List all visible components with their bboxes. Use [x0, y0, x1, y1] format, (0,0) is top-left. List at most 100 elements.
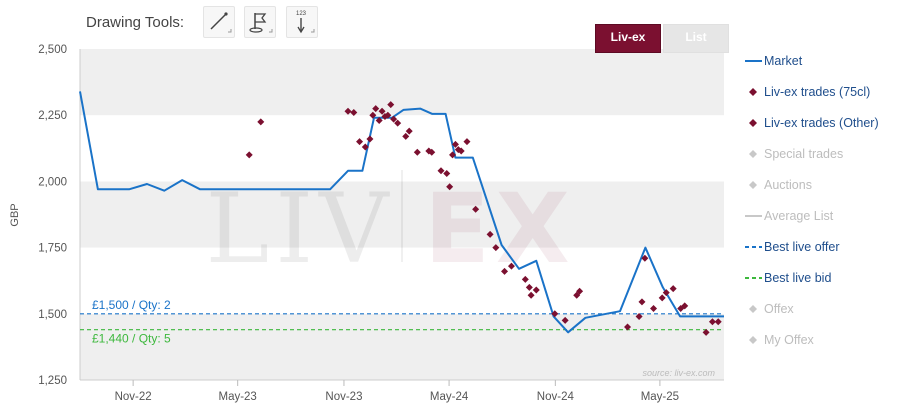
- trade-point: [635, 312, 643, 320]
- market-line: [79, 91, 724, 334]
- legend-item-best-live-offer[interactable]: Best live offer: [744, 238, 894, 258]
- trades-series: [245, 101, 722, 336]
- legend-label: Liv-ex trades (Other): [764, 116, 879, 130]
- legend-label: Liv-ex trades (75cl): [764, 85, 871, 99]
- legend-item-offex[interactable]: Offex: [744, 300, 894, 320]
- legend-item-auctions[interactable]: Auctions: [744, 176, 894, 196]
- trade-point: [366, 135, 374, 143]
- price-marker-glyph: 123: [296, 11, 307, 17]
- legend-swatch: [749, 305, 757, 313]
- legend-diamond-swatch: [749, 181, 757, 189]
- legend-swatch: [745, 277, 762, 279]
- x-tick-label: Nov-24: [537, 391, 575, 403]
- legend-item-liv-ex-trades-75cl[interactable]: Liv-ex trades (75cl): [744, 83, 894, 103]
- legend-label: Offex: [764, 302, 794, 316]
- legend-swatch: [745, 215, 762, 217]
- legend-label: Market: [764, 54, 803, 68]
- trade-point: [658, 294, 666, 302]
- line-draw-icon: [210, 12, 232, 33]
- trade-point: [650, 305, 658, 313]
- legend-swatch: [745, 60, 762, 62]
- trade-point: [492, 244, 500, 252]
- trade-point: [507, 262, 515, 270]
- trade-point: [708, 318, 716, 326]
- legend-diamond-swatch: [749, 336, 757, 344]
- trade-point: [463, 138, 471, 146]
- trade-point: [378, 107, 386, 115]
- tab-list[interactable]: List: [663, 24, 729, 53]
- plot-band: [80, 247, 724, 314]
- x-tick-label: Nov-22: [115, 391, 152, 403]
- trade-point: [501, 267, 509, 275]
- line-draw-button[interactable]: [203, 6, 235, 38]
- x-tick-label: May-25: [641, 391, 679, 403]
- axes: 1,250 1,500 1,750 2,000 2,250 2,500 Nov-22 May-…: [38, 44, 724, 403]
- trade-point: [669, 285, 677, 293]
- trade-point: [561, 316, 569, 324]
- y-tick-label: 2,250: [38, 110, 67, 122]
- trade-point: [402, 132, 410, 140]
- y-axis-label: GBP: [9, 203, 21, 226]
- trade-point: [356, 138, 364, 146]
- price-marker-button[interactable]: 123: [286, 6, 318, 38]
- live-price-lines: £1,500 / Qty: 2 £1,440 / Qty: 5: [80, 298, 724, 346]
- drawing-toolbar: Drawing Tools: 123: [0, 0, 901, 44]
- legend-diamond-swatch: [749, 88, 757, 96]
- legend-swatch: [749, 150, 757, 158]
- x-tick-label: Nov-23: [325, 391, 362, 403]
- trade-point: [525, 283, 533, 291]
- best-bid-label: £1,440 / Qty: 5: [92, 332, 171, 346]
- market-series: [79, 91, 724, 334]
- trade-point: [405, 127, 413, 135]
- trade-point: [245, 151, 253, 159]
- legend-swatch: [745, 246, 762, 248]
- trade-point: [451, 140, 459, 148]
- trade-point: [624, 323, 632, 331]
- trade-point: [681, 302, 689, 310]
- trade-point: [344, 107, 352, 115]
- trade-point: [394, 119, 402, 127]
- plot-band: [80, 115, 724, 182]
- trade-point: [384, 111, 392, 119]
- trade-point: [527, 291, 535, 299]
- y-tick-label: 2,500: [38, 44, 67, 56]
- trade-point: [350, 109, 358, 117]
- trade-point: [532, 286, 540, 294]
- legend-diamond-swatch: [749, 305, 757, 313]
- legend-diamond-swatch: [749, 150, 757, 158]
- legend-label: Average List: [764, 209, 834, 223]
- legend-item-special-trades[interactable]: Special trades: [744, 145, 894, 165]
- legend-swatch: [749, 181, 757, 189]
- trade-point: [662, 289, 670, 297]
- legend-item-my-offex[interactable]: My Offex: [744, 331, 894, 351]
- price-marker-icon: 123: [296, 11, 315, 34]
- trade-point: [486, 230, 494, 238]
- trade-point: [446, 183, 454, 191]
- legend-item-market[interactable]: Market: [744, 52, 894, 72]
- legend-label: My Offex: [764, 333, 814, 347]
- trade-point: [428, 148, 436, 156]
- legend-item-best-live-bid[interactable]: Best live bid: [744, 269, 894, 289]
- trade-point: [413, 148, 421, 156]
- best-offer-label: £1,500 / Qty: 2: [92, 298, 171, 312]
- flag-button[interactable]: [244, 6, 276, 38]
- tab-livex[interactable]: Liv-ex: [595, 24, 661, 53]
- legend-item-liv-ex-trades-other[interactable]: Liv-ex trades (Other): [744, 114, 894, 134]
- trade-point: [257, 118, 265, 126]
- trade-point: [457, 147, 465, 155]
- trade-point: [551, 310, 559, 318]
- toolbar-label: Drawing Tools:: [86, 14, 185, 31]
- flag-icon: [249, 13, 273, 33]
- legend-label: Special trades: [764, 147, 844, 161]
- legend-swatch: [749, 336, 757, 344]
- y-tick-label: 1,500: [38, 309, 67, 321]
- legend-item-average-list[interactable]: Average List: [744, 207, 894, 227]
- plot-band: [80, 49, 724, 116]
- plot-band: [80, 313, 724, 380]
- trade-point: [449, 151, 457, 159]
- trade-point: [641, 254, 649, 262]
- trade-point: [372, 105, 380, 113]
- watermark-left: LIV: [206, 173, 395, 285]
- plot-band: [80, 181, 724, 248]
